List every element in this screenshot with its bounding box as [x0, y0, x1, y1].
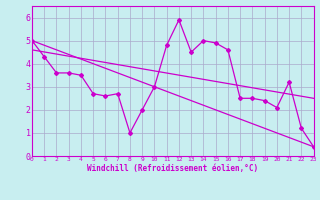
X-axis label: Windchill (Refroidissement éolien,°C): Windchill (Refroidissement éolien,°C): [87, 164, 258, 173]
